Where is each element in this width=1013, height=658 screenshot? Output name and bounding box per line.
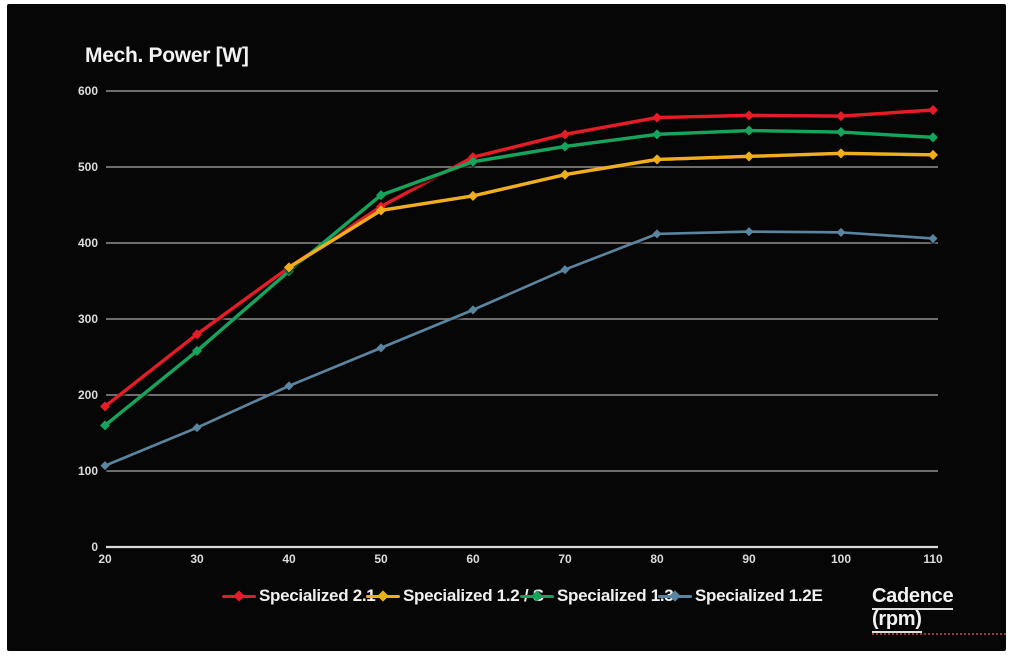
- y-tick-label: 400: [77, 236, 98, 250]
- series-line: [287, 151, 935, 270]
- data-point-marker: [744, 227, 754, 237]
- x-axis-label-text: Cadence (rpm): [872, 585, 954, 633]
- data-point-marker: [836, 148, 846, 159]
- data-point-marker: [928, 105, 938, 115]
- y-tick-label: 200: [77, 388, 98, 402]
- data-point-marker: [192, 329, 202, 340]
- series-specialized-2-1: [100, 105, 938, 412]
- x-tick-label: 80: [650, 552, 664, 566]
- series-specialized-1-3: [100, 125, 938, 431]
- series-specialized-1-2e: [100, 227, 938, 471]
- x-tick-label: 100: [830, 552, 852, 566]
- x-tick-label: 20: [98, 552, 112, 566]
- data-point-marker: [928, 132, 938, 143]
- x-tick-label: 30: [190, 552, 204, 566]
- data-point-marker: [100, 401, 110, 412]
- y-tick-label: 100: [77, 464, 98, 478]
- data-point-marker: [560, 141, 570, 152]
- data-point-marker: [652, 129, 662, 140]
- gridlines: [106, 90, 938, 549]
- y-tick-label: 300: [77, 312, 98, 326]
- data-point-marker: [560, 129, 570, 140]
- series-line: [103, 108, 935, 409]
- series-line: [103, 128, 935, 428]
- data-point-marker: [560, 265, 570, 275]
- data-point-marker: [284, 262, 294, 273]
- x-tick-label: 50: [374, 552, 388, 566]
- data-point-marker: [284, 381, 294, 391]
- data-point-marker: [744, 110, 754, 121]
- data-point-marker: [652, 154, 662, 165]
- data-point-marker: [836, 127, 846, 138]
- series-specialized-1-2-s: [284, 148, 938, 273]
- series-lines: [100, 105, 938, 471]
- x-axis-label: Cadence (rpm): [872, 585, 1006, 635]
- line-chart: [100, 90, 938, 549]
- data-point-marker: [836, 111, 846, 122]
- data-point-marker: [192, 423, 202, 433]
- data-point-marker: [468, 305, 478, 315]
- x-tick-label: 60: [466, 552, 480, 566]
- data-point-marker: [928, 233, 938, 243]
- y-tick-label: 600: [77, 84, 98, 98]
- data-point-marker: [100, 461, 110, 471]
- data-point-marker: [744, 125, 754, 136]
- chart-canvas: Mech. Power [W] 0 100 200 300 400 500 600 20 30…: [7, 4, 1006, 651]
- data-point-marker: [744, 151, 754, 162]
- data-point-marker: [376, 190, 386, 201]
- data-point-marker: [560, 169, 570, 180]
- data-point-marker: [652, 112, 662, 123]
- x-tick-label: 70: [558, 552, 572, 566]
- data-point-marker: [652, 229, 662, 239]
- data-point-marker: [100, 420, 110, 431]
- y-tick-label: 500: [77, 160, 98, 174]
- data-point-marker: [376, 343, 386, 353]
- data-point-marker: [928, 149, 938, 160]
- x-tick-label: 90: [742, 552, 756, 566]
- data-point-marker: [468, 190, 478, 201]
- data-point-marker: [376, 205, 386, 216]
- y-tick-label: 0: [91, 540, 98, 554]
- chart-title: Mech. Power [W]: [85, 44, 249, 67]
- x-tick-label: 110: [923, 552, 943, 566]
- series-line: [103, 230, 935, 467]
- data-point-marker: [192, 345, 202, 356]
- x-tick-label: 40: [282, 552, 296, 566]
- data-point-marker: [468, 156, 478, 167]
- data-point-marker: [836, 227, 846, 237]
